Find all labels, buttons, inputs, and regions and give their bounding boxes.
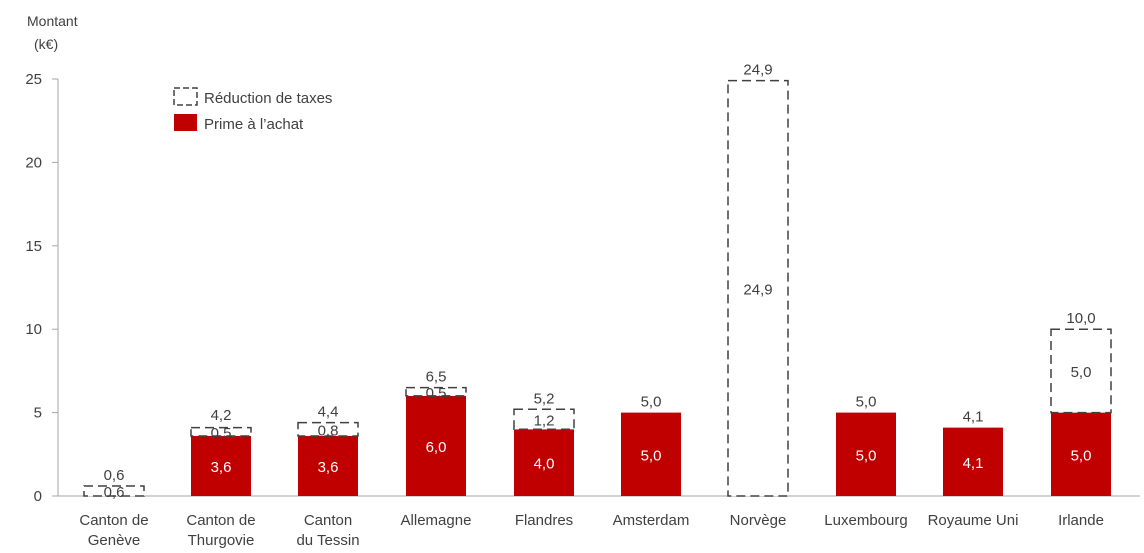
bar-reduction-value-label: 0,5 [426,385,447,402]
bar-total-label: 4,2 [211,407,232,424]
category-label: Canton [304,512,352,529]
y-ticks: 0 5 10 15 20 25 [25,71,58,505]
legend-label-prime: Prime à l’achat [204,116,304,133]
bar-prime [191,435,251,496]
y-axis-title-line2: (k€) [34,36,58,52]
bar-total-label: 24,9 [743,62,772,79]
bar-reduction [83,485,145,497]
bar-prime-value-label: 3,6 [211,459,232,476]
y-tick-label: 15 [25,238,42,255]
bar-total-label: 6,5 [426,369,447,386]
bar-reduction-value-label: 1,2 [534,412,555,429]
y-axis-title-line1: Montant [27,13,78,29]
bar-prime-value-label: 4,0 [534,456,555,473]
category-label: Irlande [1058,512,1104,529]
category-label: du Tessin [296,532,359,549]
bar-prime [298,435,358,496]
category-label: Royaume Uni [928,512,1019,529]
bar-total-label: 4,1 [963,409,984,426]
legend-swatch-reduction [173,87,198,106]
y-tick-label: 20 [25,154,42,171]
bar-reduction [297,421,359,437]
legend: Réduction de taxes Prime à l’achat [173,87,332,133]
labels: 0,60,6 3,60,54,23,60,84,46,00,56,54,01,25… [104,62,1096,501]
bar-prime-value-label: 3,6 [318,459,339,476]
category-label: Canton de [186,512,255,529]
bar-reduction [1050,328,1112,414]
bar-prime [943,427,1003,496]
bar-reduction-value-label: 0,6 [104,484,125,501]
y-tick-label: 10 [25,321,42,338]
bar-prime [836,412,896,496]
bar-total-label: 4,4 [318,404,339,421]
y-tick-label: 25 [25,71,42,88]
bar-total-label: 5,0 [856,394,877,411]
bar-total-label: 0,6 [104,467,125,484]
bar-prime [514,429,574,496]
y-tick-label: 5 [34,405,42,422]
bar-prime [621,412,681,496]
bar-reduction-value-label: 5,0 [1071,364,1092,381]
category-label: Thurgovie [188,532,255,549]
legend-label-reduction: Réduction de taxes [204,90,332,107]
bar-reduction [727,79,789,497]
bar-prime-value-label: 5,0 [641,447,662,464]
bar-reduction [405,386,467,397]
bar-prime [1051,412,1111,496]
bars [83,79,1112,497]
category-label: Norvège [730,512,787,529]
category-label: Amsterdam [613,512,690,529]
bar-reduction-value-label: 0,5 [211,425,232,442]
category-labels: Canton de Genève Canton de Thurgovie Canton d… [79,512,1104,549]
bar-prime-value-label: 5,0 [856,447,877,464]
y-tick-label: 0 [34,488,42,505]
bar-reduction-value-label: 0,8 [318,422,339,439]
category-label: Flandres [515,512,573,529]
bar-reduction [513,408,575,431]
bar-prime [406,395,466,496]
bar-total-label: 5,0 [641,394,662,411]
category-label: Canton de [79,512,148,529]
category-label: Allemagne [401,512,472,529]
category-label: Luxembourg [824,512,907,529]
bar-prime-value-label: 6,0 [426,439,447,456]
bar-total-label: 5,2 [534,390,555,407]
bar-reduction [190,426,252,437]
bar-prime-value-label: 5,0 [1071,447,1092,464]
legend-swatch-prime [174,114,197,131]
bar-reduction-value-label: 24,9 [743,281,772,298]
bar-total-label: 10,0 [1066,310,1095,327]
category-label: Genève [88,532,141,549]
bar-prime-value-label: 4,1 [963,455,984,472]
